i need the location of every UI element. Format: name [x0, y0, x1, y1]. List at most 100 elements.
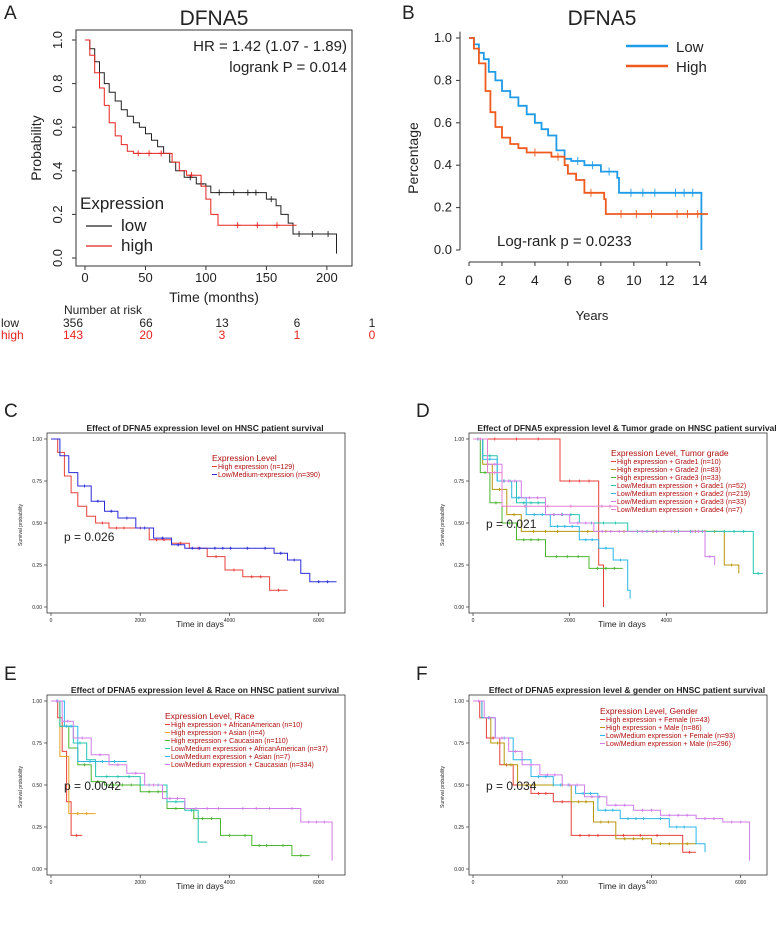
- legend-title: Expression Level, Gender: [600, 706, 698, 716]
- series-high-censor-mark: [158, 150, 165, 157]
- series-6-censor-mark: [194, 807, 198, 811]
- pvalue-annotation: p = 0.0042: [64, 779, 121, 793]
- series-6-censor-mark: [513, 479, 517, 483]
- series-2-censor-mark: [263, 546, 267, 550]
- series-2-censor-mark: [599, 820, 603, 824]
- panel-f: Effect of DFNA5 expression level & gende…: [440, 685, 768, 891]
- series-2-censor-mark: [96, 499, 100, 503]
- series-5-censor-mark: [570, 524, 574, 528]
- y-tick-label: 1.00: [454, 699, 464, 705]
- legend-label-Low: Low: [676, 39, 704, 56]
- x-tick-label: 150: [256, 270, 278, 285]
- series-2-censor-mark: [584, 800, 588, 804]
- series-line-High: [469, 37, 708, 215]
- series-3-censor-mark: [576, 555, 580, 559]
- series-1-censor-mark: [536, 791, 540, 795]
- y-tick-label: 0.4: [434, 157, 452, 172]
- series-4-censor-mark: [730, 820, 734, 824]
- series-2-censor-mark: [623, 837, 627, 841]
- series-6-censor-mark: [98, 753, 102, 757]
- series-2-censor-mark: [213, 546, 217, 550]
- y-tick-label: 0.6: [434, 115, 452, 130]
- y-tick-label: 0.25: [32, 563, 42, 569]
- series-2-censor-mark: [76, 812, 80, 816]
- series-1-censor-mark: [162, 538, 166, 542]
- series-4-censor-mark: [190, 808, 194, 812]
- series-low-censor-mark: [309, 231, 316, 238]
- series-2-censor-mark: [221, 546, 225, 550]
- series-4-censor-mark: [597, 795, 601, 799]
- series-6-censor-mark: [268, 807, 272, 811]
- series-2-censor-mark: [606, 820, 610, 824]
- series-4-censor-mark: [116, 775, 120, 779]
- series-7-censor-mark: [478, 437, 482, 441]
- y-tick-label: 0.4: [50, 162, 65, 180]
- series-4-censor-mark: [488, 454, 492, 458]
- series-1-censor-mark: [491, 736, 495, 740]
- series-6-censor-mark: [175, 796, 179, 800]
- y-tick-label: 1.0: [434, 30, 452, 45]
- x-axis-label: Time in days: [176, 881, 224, 891]
- x-tick-label: 0: [465, 272, 473, 288]
- series-high-censor-mark: [135, 150, 142, 157]
- series-5-censor-mark: [540, 513, 544, 517]
- y-tick-label: 0.2: [50, 205, 65, 223]
- series-1-censor-mark: [560, 800, 564, 804]
- x-tick-label: 10: [626, 272, 642, 288]
- legend-label-2: High expression + Male (n=86): [606, 725, 702, 732]
- risk-row-label-high: high: [1, 328, 24, 342]
- series-high-censor-mark: [273, 222, 280, 229]
- panel-letter-c: C: [4, 401, 18, 422]
- series-4-censor-mark: [742, 529, 746, 533]
- series-6-censor-mark: [690, 529, 694, 533]
- series-1-censor-mark: [232, 568, 236, 572]
- x-tick-label: 200: [316, 270, 338, 285]
- series-high-censor-mark: [146, 150, 153, 157]
- series-3-censor-mark: [120, 783, 124, 787]
- x-tick-label: 2000: [564, 618, 575, 624]
- series-6-censor-mark: [322, 820, 326, 824]
- y-tick-label: 0.2: [434, 200, 452, 215]
- risk-value: 20: [139, 328, 153, 342]
- risk-value: 143: [63, 328, 83, 342]
- series-1-censor-mark: [536, 437, 540, 441]
- series-4-censor-mark: [500, 736, 504, 740]
- x-tick-label: 0: [81, 270, 88, 285]
- series-6-censor-mark: [254, 807, 258, 811]
- x-axis-label: Time in days: [176, 619, 224, 629]
- legend-label-High: High: [676, 59, 707, 76]
- x-tick-label: 4: [531, 272, 539, 288]
- series-6-censor-mark: [576, 521, 580, 525]
- series-3-censor-mark: [483, 471, 487, 475]
- series-3-censor-mark: [257, 843, 261, 847]
- series-line-6: [51, 700, 333, 861]
- series-4-censor-mark: [545, 773, 549, 777]
- y-tick-label: 0.75: [32, 479, 42, 485]
- risk-row-label-low: low: [1, 316, 19, 330]
- series-High-censor-mark: [530, 148, 539, 157]
- series-6-censor-mark: [697, 529, 701, 533]
- series-4-censor-mark: [623, 803, 627, 807]
- series-4-censor-mark: [739, 820, 743, 824]
- series-2-censor-mark: [326, 580, 330, 584]
- series-line-6: [473, 438, 716, 565]
- y-tick-label: 0.6: [50, 118, 65, 136]
- x-tick-label: 4000: [224, 618, 235, 624]
- series-5-censor-mark: [100, 759, 104, 763]
- series-3-censor-mark: [507, 521, 511, 525]
- legend-label-6: Low/Medium expression + Grade3 (n=33): [617, 499, 746, 506]
- series-2-censor-mark: [161, 536, 165, 540]
- y-tick-label: 0.0: [50, 249, 65, 267]
- series-5-censor-mark: [532, 513, 536, 517]
- panel-letter-e: E: [4, 664, 17, 685]
- series-line-1: [51, 438, 288, 591]
- series-4-censor-mark: [590, 795, 594, 799]
- series-3-censor-mark: [536, 775, 540, 779]
- series-line-2: [51, 438, 337, 583]
- series-5-censor-mark: [69, 724, 73, 728]
- series-5-censor-mark: [488, 457, 492, 461]
- series-6-censor-mark: [535, 496, 539, 500]
- y-tick-label: 0.75: [454, 741, 464, 747]
- x-tick-label: 0: [50, 880, 53, 886]
- series-1-censor-mark: [587, 833, 591, 837]
